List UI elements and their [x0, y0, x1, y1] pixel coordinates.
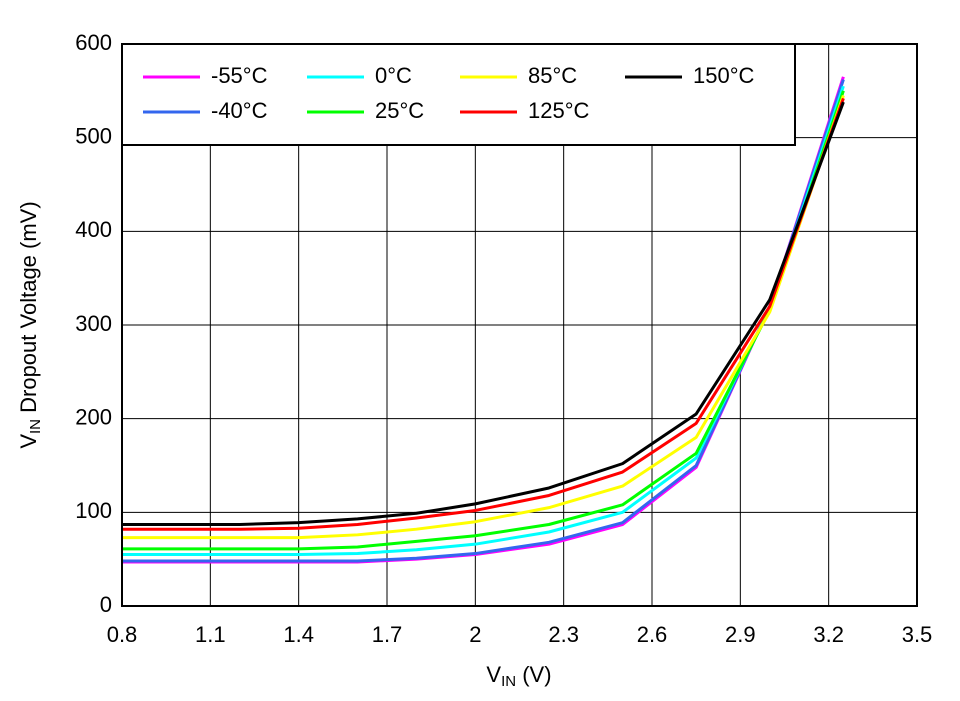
x-tick-label: 1.1 [195, 622, 226, 647]
x-label-main: V [486, 662, 501, 687]
y-tick-label: 0 [100, 592, 112, 617]
legend-label: 125°C [528, 98, 590, 123]
x-label-sub: IN [501, 673, 516, 690]
y-tick-label: 400 [75, 217, 112, 242]
x-tick-label: 2.3 [548, 622, 579, 647]
y-tick-label: 200 [75, 404, 112, 429]
y-label-sub: IN [27, 419, 44, 434]
series-line [122, 85, 845, 556]
x-axis-label: VIN (V) [486, 662, 551, 690]
x-tick-label: 3.2 [813, 622, 844, 647]
y-label-rest: Dropout Voltage (mV) [16, 201, 41, 419]
x-tick-label: 0.8 [107, 622, 138, 647]
legend-label: 85°C [528, 63, 577, 88]
series-line [122, 79, 845, 563]
x-tick-label: 2.9 [725, 622, 756, 647]
y-tick-label: 100 [75, 498, 112, 523]
x-tick-label: 1.4 [283, 622, 314, 647]
legend-box [121, 43, 796, 146]
y-label-main: V [16, 434, 41, 449]
legend-label: -55°C [211, 63, 268, 88]
series-line [122, 101, 845, 527]
legend-label: 150°C [693, 63, 755, 88]
y-tick-label: 600 [75, 30, 112, 55]
x-tick-label: 1.7 [372, 622, 403, 647]
x-tick-label: 3.5 [902, 622, 933, 647]
legend-label: -40°C [211, 98, 268, 123]
x-tick-label: 2 [469, 622, 481, 647]
series-line [122, 97, 845, 531]
y-axis-label: VIN Dropout Voltage (mV) [16, 201, 44, 448]
y-tick-label: 500 [75, 123, 112, 148]
legend-label: 25°C [375, 98, 424, 123]
series-line [122, 90, 845, 551]
y-tick-label: 300 [75, 311, 112, 336]
legend-label: 0°C [375, 63, 412, 88]
series-line [122, 95, 845, 540]
x-tick-label: 2.6 [637, 622, 668, 647]
x-label-rest: (V) [516, 662, 551, 687]
